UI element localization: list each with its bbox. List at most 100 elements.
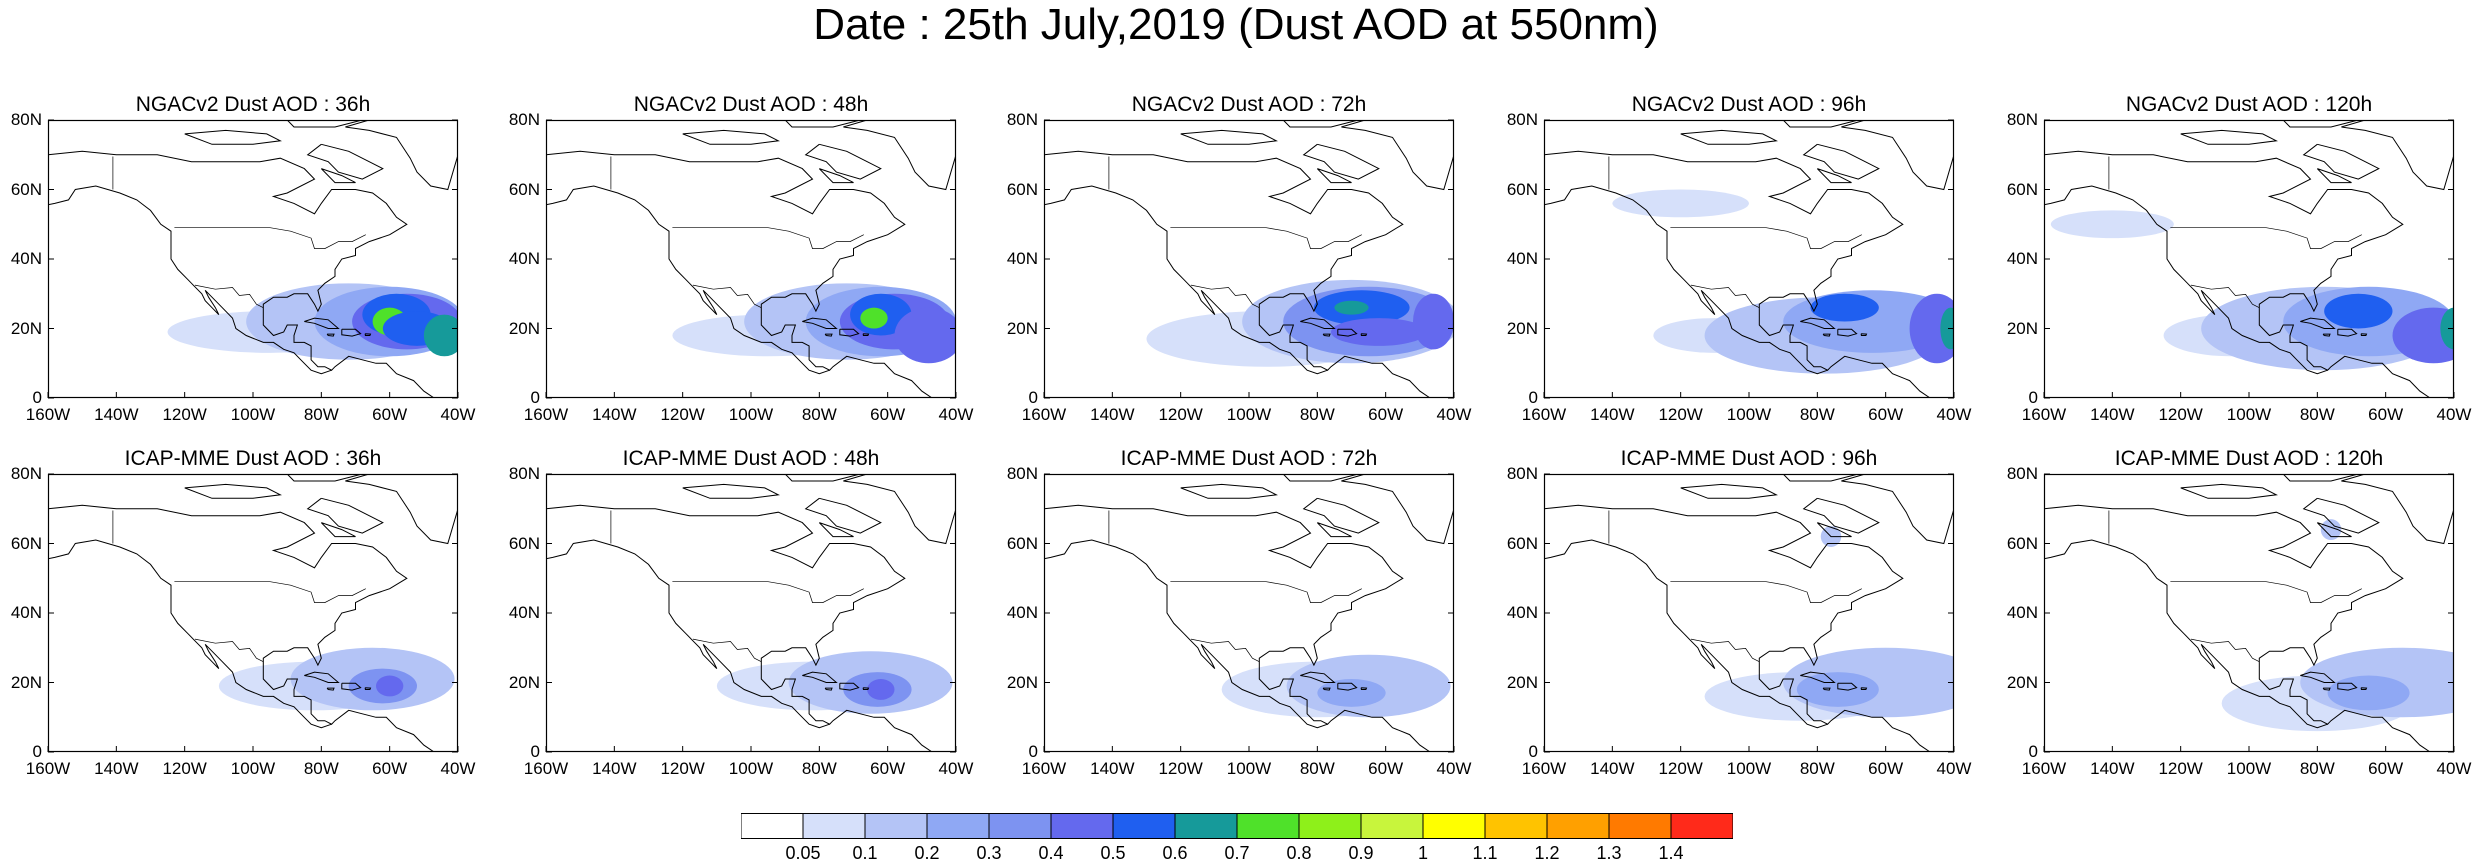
colorbar-label: 0.5	[1089, 844, 1137, 862]
lon-tick-label: 140W	[584, 406, 644, 424]
border-line	[174, 228, 365, 249]
map-plot	[2044, 474, 2454, 752]
colorbar-label: 1.2	[1523, 844, 1571, 862]
aod-field	[860, 308, 887, 329]
lon-tick-label: 80W	[789, 406, 849, 424]
lat-tick-label: 80N	[1494, 111, 1538, 129]
border-line	[1170, 582, 1361, 603]
coastline	[345, 110, 458, 190]
coastline	[843, 464, 956, 544]
border-line	[2191, 639, 2259, 662]
lon-tick-label: 40W	[428, 406, 488, 424]
coastline	[1181, 130, 1277, 144]
aod-field	[1910, 294, 1965, 364]
map-plot	[546, 474, 956, 752]
colorbar-swatch	[1671, 814, 1733, 839]
coastline	[2304, 144, 2379, 179]
main-title: Date : 25th July,2019 (Dust AOD at 550nm…	[0, 0, 2472, 50]
coastline	[2181, 130, 2277, 144]
aod-field	[376, 676, 403, 697]
lon-tick-label: 160W	[516, 406, 576, 424]
lat-tick-label: 60N	[1994, 181, 2038, 199]
lat-tick-label: 20N	[1494, 320, 1538, 338]
colorbar-label: 1.3	[1585, 844, 1633, 862]
coastline	[806, 498, 881, 533]
colorbar-swatch	[1485, 814, 1547, 839]
lon-tick-label: 60W	[360, 406, 420, 424]
coastline	[185, 484, 281, 498]
lon-tick-label: 100W	[721, 760, 781, 778]
panel-title: ICAP-MME Dust AOD : 120h	[2044, 446, 2454, 472]
lat-tick-label: 80N	[0, 111, 42, 129]
lon-tick-label: 40W	[428, 760, 488, 778]
map-plot	[1544, 474, 1954, 752]
lat-tick-label: 80N	[1494, 465, 1538, 483]
colorbar-label: 0.2	[903, 844, 951, 862]
lon-tick-label: 80W	[2287, 760, 2347, 778]
lon-tick-label: 60W	[360, 760, 420, 778]
lon-tick-label: 40W	[2424, 406, 2472, 424]
lon-tick-label: 100W	[2219, 406, 2279, 424]
lon-tick-label: 140W	[1582, 406, 1642, 424]
map-plot	[1544, 120, 1954, 398]
lat-tick-label: 40N	[0, 604, 42, 622]
colorbar-label: 0.7	[1213, 844, 1261, 862]
lon-tick-label: 40W	[926, 760, 986, 778]
coastline	[806, 144, 881, 179]
border-line	[1191, 285, 1259, 308]
map-plot	[48, 474, 458, 752]
aod-field	[2393, 308, 2472, 364]
border-line	[195, 285, 263, 308]
colorbar-swatch	[989, 814, 1051, 839]
colorbar-swatch	[803, 814, 865, 839]
lon-tick-label: 160W	[516, 760, 576, 778]
lon-tick-label: 140W	[1082, 760, 1142, 778]
map-plot	[1044, 120, 1454, 398]
lon-tick-label: 100W	[2219, 760, 2279, 778]
lon-tick-label: 100W	[1219, 760, 1279, 778]
lon-tick-label: 120W	[2151, 406, 2211, 424]
border-line	[1191, 639, 1259, 662]
lat-tick-label: 80N	[994, 465, 1038, 483]
colorbar-swatch	[741, 814, 803, 839]
colorbar-label: 0.3	[965, 844, 1013, 862]
panel-title: ICAP-MME Dust AOD : 36h	[48, 446, 458, 472]
lon-tick-label: 120W	[1151, 406, 1211, 424]
lon-tick-label: 100W	[1719, 760, 1779, 778]
lat-tick-label: 20N	[1494, 674, 1538, 692]
lat-tick-label: 20N	[0, 320, 42, 338]
coastline	[683, 130, 779, 144]
coastline	[185, 130, 281, 144]
lon-tick-label: 140W	[1082, 406, 1142, 424]
lon-tick-label: 60W	[2356, 406, 2416, 424]
lon-tick-label: 120W	[653, 760, 713, 778]
lon-tick-label: 120W	[1651, 760, 1711, 778]
lon-tick-label: 100W	[223, 760, 283, 778]
aod-field	[2324, 294, 2392, 329]
lat-tick-label: 80N	[496, 465, 540, 483]
border-line	[1670, 582, 1861, 603]
lon-tick-label: 100W	[1219, 406, 1279, 424]
lat-tick-label: 20N	[994, 320, 1038, 338]
lon-tick-label: 40W	[2424, 760, 2472, 778]
lon-tick-label: 80W	[789, 760, 849, 778]
aod-field	[2051, 210, 2174, 238]
border-line	[1170, 228, 1361, 249]
lon-tick-label: 140W	[86, 760, 146, 778]
lon-tick-label: 120W	[155, 406, 215, 424]
aod-field	[2328, 676, 2410, 711]
lat-tick-label: 20N	[1994, 320, 2038, 338]
lat-tick-label: 80N	[1994, 111, 2038, 129]
panel-title: NGACv2 Dust AOD : 48h	[546, 92, 956, 118]
lat-tick-label: 40N	[496, 250, 540, 268]
lon-tick-label: 120W	[1651, 406, 1711, 424]
lat-tick-label: 80N	[994, 111, 1038, 129]
colorbar	[741, 813, 1733, 839]
colorbar-swatch	[1299, 814, 1361, 839]
panel-title: NGACv2 Dust AOD : 36h	[48, 92, 458, 118]
